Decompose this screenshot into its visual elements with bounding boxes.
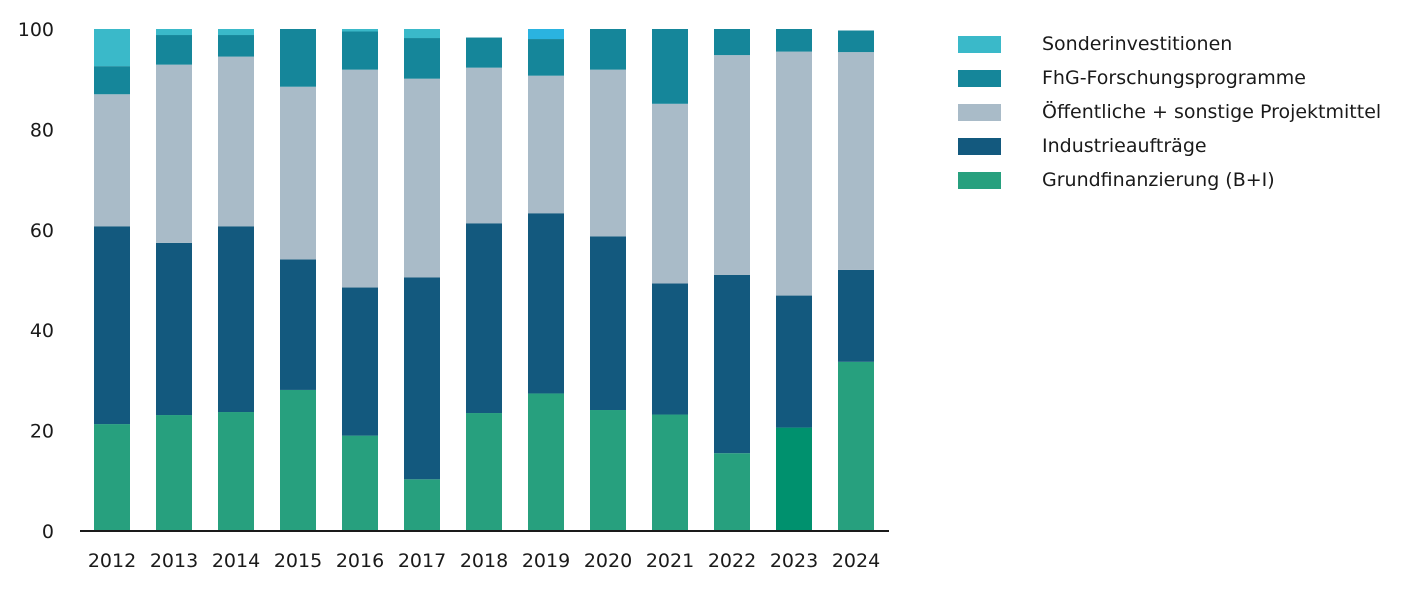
x-tick-label: 2016: [336, 550, 384, 572]
x-tick-label: 2019: [522, 550, 570, 572]
bar-segment: [590, 29, 626, 70]
bar-segment: [528, 75, 564, 214]
bar-segment: [218, 56, 254, 227]
x-tick-label: 2017: [398, 550, 446, 572]
bar-segment: [218, 29, 254, 36]
bar-segment: [652, 29, 688, 104]
bar-segment: [280, 259, 316, 390]
bar-segment: [404, 277, 440, 480]
bar-segment: [156, 35, 192, 65]
bar-segment: [714, 55, 750, 275]
legend-item: Grundfinanzierung (B+I): [958, 163, 1381, 197]
x-tick-label: 2015: [274, 550, 322, 572]
bar-segment: [838, 269, 874, 362]
bar-segment: [714, 453, 750, 531]
bar-segment: [342, 29, 378, 32]
bar-segment: [342, 31, 378, 70]
bar-segment: [838, 361, 874, 531]
x-axis-ticks: 2012 2013 2014 2015 2016 2017 2018 2019 2020 2021…: [88, 550, 880, 572]
bar-segment: [776, 29, 812, 52]
bar-segment: [280, 389, 316, 531]
bar-segment: [776, 295, 812, 428]
legend-item: Industrieaufträge: [958, 129, 1381, 163]
bar-segment: [156, 29, 192, 36]
bar-segment: [94, 226, 130, 425]
x-tick-label: 2012: [88, 550, 136, 572]
bar-segment: [94, 29, 130, 67]
bar-segment: [218, 226, 254, 413]
bar-segment: [94, 66, 130, 95]
bar-segment: [342, 287, 378, 436]
bar-segment: [466, 67, 502, 224]
bar-segment: [404, 78, 440, 278]
y-tick-label: 20: [30, 421, 54, 443]
legend-item: Öffentliche + sonstige Projektmittel: [958, 95, 1381, 129]
bar-segment: [280, 29, 316, 87]
bar-segment: [404, 38, 440, 79]
x-tick-label: 2021: [646, 550, 694, 572]
y-tick-label: 0: [42, 521, 54, 543]
x-tick-label: 2018: [460, 550, 508, 572]
legend-label: FhG-Forschungsprogramme: [1042, 67, 1306, 89]
y-tick-label: 100: [18, 19, 54, 41]
bar-segment: [342, 69, 378, 288]
legend-swatch: [958, 35, 1001, 53]
legend-swatch: [958, 103, 1001, 121]
bar-segment: [218, 412, 254, 531]
bar-segment: [838, 30, 874, 53]
legend-item: FhG-Forschungsprogramme: [958, 61, 1381, 95]
bar-segment: [94, 424, 130, 531]
legend: Sonderinvestitionen FhG-Forschungsprogram…: [958, 27, 1381, 197]
bar-segment: [776, 427, 812, 531]
legend-label: Öffentliche + sonstige Projektmittel: [1042, 101, 1382, 123]
legend-swatch: [958, 171, 1001, 189]
bar-group: [94, 29, 874, 531]
bar-segment: [652, 283, 688, 415]
bar-segment: [528, 29, 564, 40]
bar-segment: [714, 274, 750, 454]
x-tick-label: 2014: [212, 550, 260, 572]
y-tick-label: 80: [30, 119, 54, 141]
bar-segment: [404, 29, 440, 39]
bar-segment: [280, 86, 316, 260]
bar-segment: [466, 413, 502, 531]
x-tick-label: 2024: [832, 550, 880, 572]
x-tick-label: 2013: [150, 550, 198, 572]
bar-segment: [776, 51, 812, 296]
legend-swatch: [958, 137, 1001, 155]
bar-segment: [466, 223, 502, 414]
bar-segment: [838, 52, 874, 270]
bar-segment: [466, 37, 502, 68]
bar-segment: [404, 479, 440, 531]
bar-segment: [652, 103, 688, 284]
bar-segment: [218, 35, 254, 57]
legend-label: Grundfinanzierung (B+I): [1042, 169, 1275, 191]
x-tick-label: 2023: [770, 550, 818, 572]
bar-segment: [714, 29, 750, 56]
bar-segment: [342, 435, 378, 531]
bar-segment: [590, 410, 626, 531]
bar-segment: [94, 94, 130, 227]
y-axis-ticks: 0 20 40 60 80 100: [18, 19, 54, 543]
y-tick-label: 40: [30, 320, 54, 342]
bar-segment: [528, 39, 564, 76]
legend-item: Sonderinvestitionen: [958, 27, 1381, 61]
bar-segment: [652, 414, 688, 531]
bar-segment: [590, 236, 626, 411]
bar-segment: [156, 64, 192, 243]
legend-swatch: [958, 69, 1001, 87]
legend-label: Sonderinvestitionen: [1042, 33, 1233, 55]
bar-segment: [528, 213, 564, 394]
bar-segment: [590, 69, 626, 237]
x-tick-label: 2020: [584, 550, 632, 572]
legend-label: Industrieaufträge: [1042, 135, 1207, 157]
y-tick-label: 60: [30, 220, 54, 242]
bar-segment: [528, 393, 564, 531]
bar-segment: [156, 242, 192, 416]
bar-segment: [156, 415, 192, 531]
x-tick-label: 2022: [708, 550, 756, 572]
